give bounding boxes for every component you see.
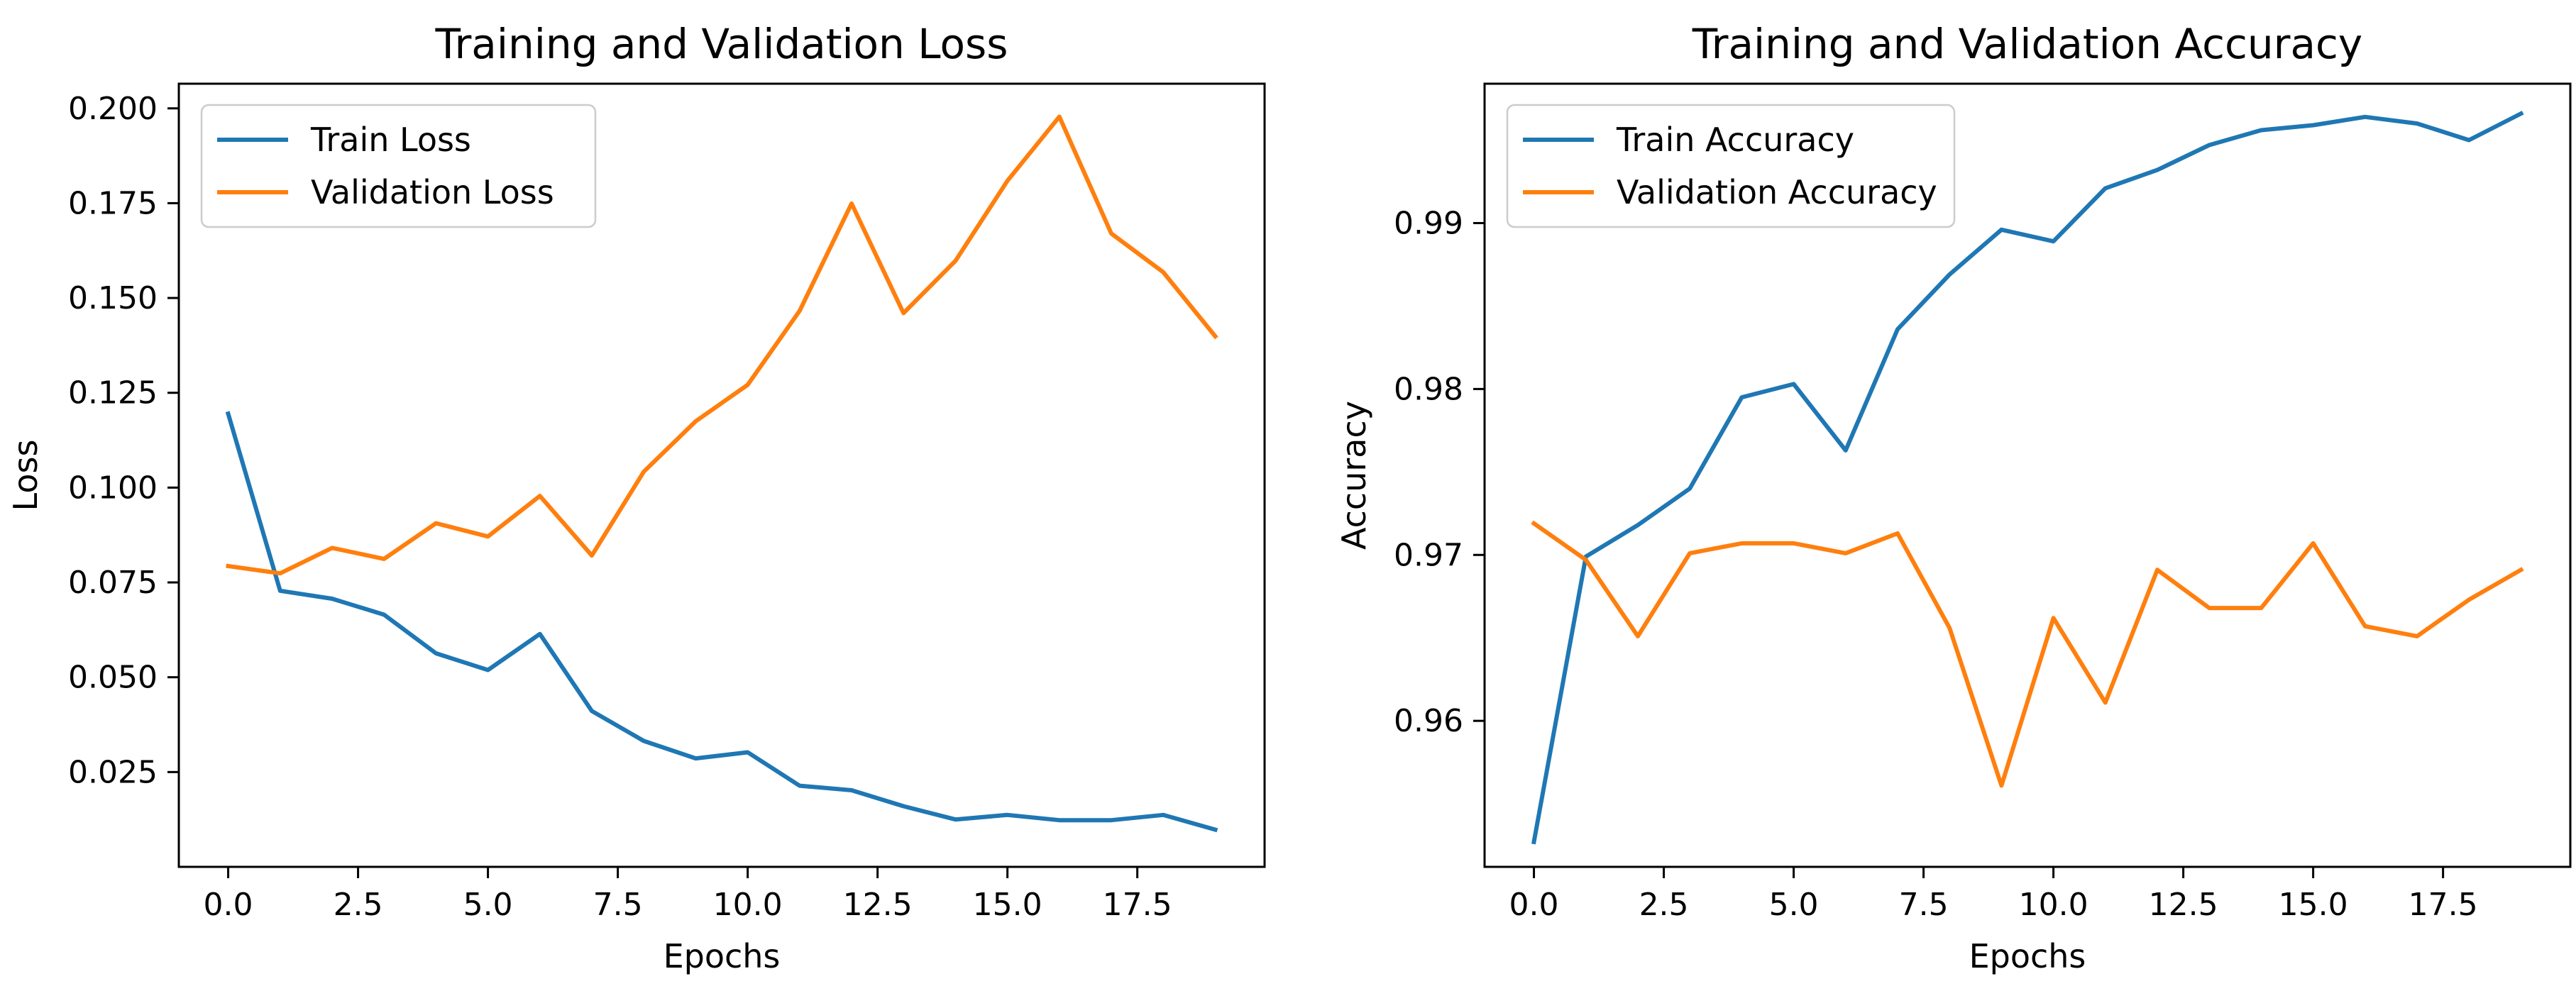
y-axis-label: Loss bbox=[6, 440, 45, 511]
y-tick-label: 0.100 bbox=[68, 470, 158, 506]
legend-box bbox=[1506, 104, 1956, 228]
x-tick-label: 7.5 bbox=[1899, 887, 1949, 923]
y-tick-label: 0.96 bbox=[1394, 703, 1463, 739]
series-line-train-loss bbox=[225, 411, 1218, 833]
legend-label: Train Loss bbox=[310, 121, 471, 159]
x-tick-label: 0.0 bbox=[204, 887, 253, 923]
loss-chart: Training and Validation Loss 0.0 2.5 5.0 7.5… bbox=[6, 20, 1266, 975]
x-tick-label: 5.0 bbox=[1769, 887, 1819, 923]
legend-box bbox=[200, 104, 597, 228]
x-tick-label: 2.5 bbox=[334, 887, 383, 923]
x-tick-label: 17.5 bbox=[2409, 887, 2478, 923]
x-tick-label: 12.5 bbox=[843, 887, 913, 923]
x-tick-label: 10.0 bbox=[2019, 887, 2088, 923]
x-axis-label: Epochs bbox=[664, 937, 781, 975]
y-tick-label: 0.200 bbox=[68, 91, 158, 127]
y-tick-label: 0.075 bbox=[68, 565, 158, 601]
accuracy-chart: Training and Validation Accuracy 0.0 2.5 5.… bbox=[1335, 20, 2572, 975]
x-tick-label: 7.5 bbox=[593, 887, 643, 923]
y-axis-label: Accuracy bbox=[1335, 401, 1373, 550]
x-tick-label: 12.5 bbox=[2149, 887, 2218, 923]
y-tick-label: 0.050 bbox=[68, 660, 158, 696]
legend-label: Validation Loss bbox=[311, 173, 554, 211]
y-tick-label: 0.025 bbox=[68, 754, 158, 790]
chart-title: Training and Validation Accuracy bbox=[1692, 20, 2362, 68]
legend-label: Train Accuracy bbox=[1616, 121, 1854, 159]
y-tick-label: 0.150 bbox=[68, 280, 158, 316]
y-tick-label: 0.98 bbox=[1394, 371, 1463, 407]
series-line-validation-accuracy bbox=[1531, 520, 2524, 788]
x-tick-label: 15.0 bbox=[2279, 887, 2348, 923]
x-tick-label: 15.0 bbox=[973, 887, 1042, 923]
x-tick-label: 17.5 bbox=[1103, 887, 1172, 923]
x-tick-label: 2.5 bbox=[1639, 887, 1689, 923]
series-line-train-accuracy bbox=[1531, 111, 2524, 845]
legend-label: Validation Accuracy bbox=[1617, 173, 1937, 211]
x-axis-label: Epochs bbox=[1969, 937, 2086, 975]
y-tick-label: 0.125 bbox=[68, 375, 158, 411]
plot-frame bbox=[177, 82, 1266, 868]
chart-title: Training and Validation Loss bbox=[435, 20, 1008, 68]
plot-frame bbox=[1483, 82, 2572, 868]
y-tick-label: 0.97 bbox=[1394, 537, 1463, 573]
y-tick-label: 0.99 bbox=[1394, 205, 1463, 241]
x-tick-label: 0.0 bbox=[1509, 887, 1559, 923]
x-tick-label: 5.0 bbox=[463, 887, 513, 923]
series-line-validation-loss bbox=[226, 114, 1218, 576]
x-tick-label: 10.0 bbox=[713, 887, 783, 923]
y-tick-label: 0.175 bbox=[68, 185, 158, 221]
